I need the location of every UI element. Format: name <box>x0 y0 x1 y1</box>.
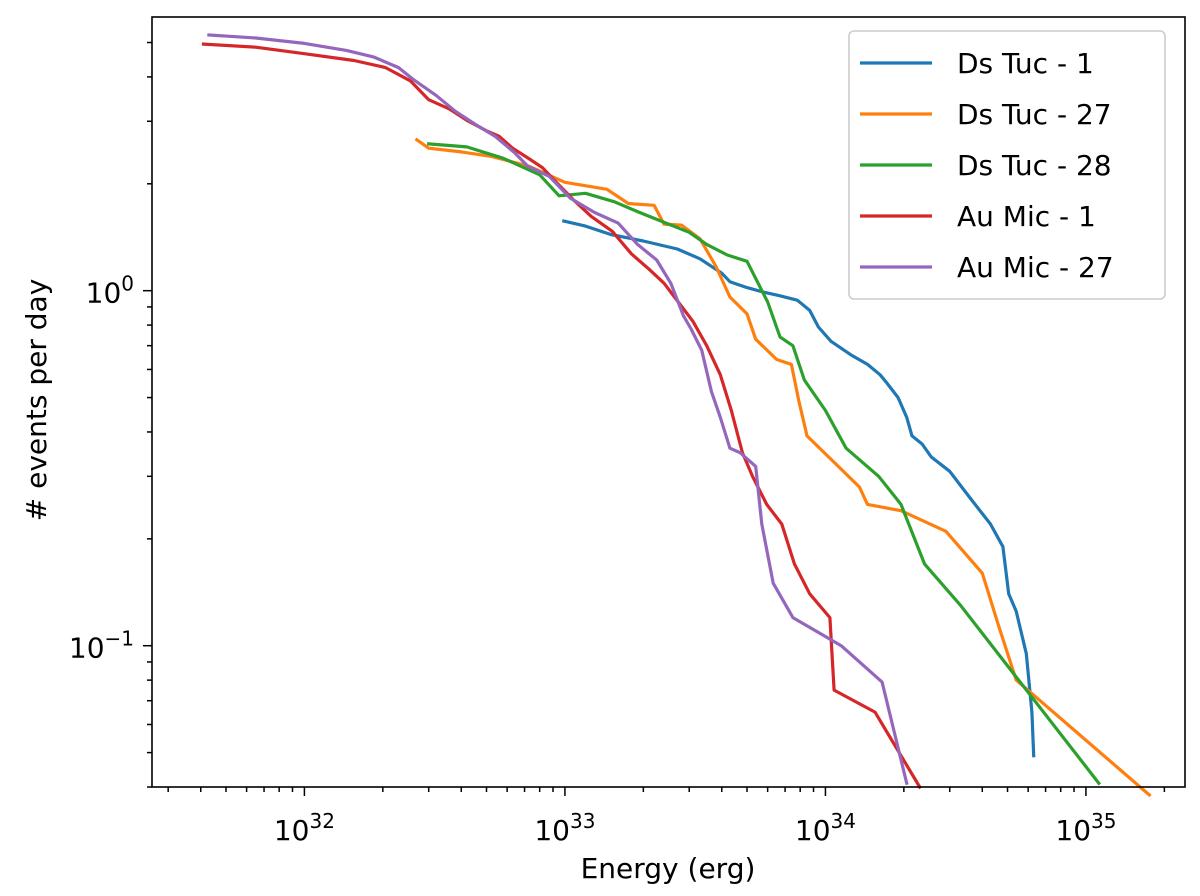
series-layer <box>201 33 1152 798</box>
series-line-0 <box>561 219 1036 758</box>
legend: Ds Tuc - 1 Ds Tuc - 27 Ds Tuc - 28 Au Mic -… <box>848 30 1166 300</box>
x-axis-label: Energy (erg) <box>581 852 756 885</box>
legend-label-3: Au Mic - 1 <box>957 200 1096 233</box>
x-tick-label: 1032 <box>274 809 335 847</box>
legend-label-0: Ds Tuc - 1 <box>957 47 1094 80</box>
series-line-4 <box>207 33 909 786</box>
legend-entries: Ds Tuc - 1 Ds Tuc - 27 Ds Tuc - 28 Au Mic -… <box>860 47 1114 284</box>
series-line-2 <box>426 142 1102 786</box>
tick-labels: 1032 1033 1034 1035 100 10−1 <box>69 272 1117 847</box>
y-axis-label: # events per day <box>20 279 53 522</box>
x-tick-label: 1033 <box>534 809 595 847</box>
series-line-3 <box>201 42 922 790</box>
y-tick-label: 100 <box>86 272 134 310</box>
legend-label-1: Ds Tuc - 27 <box>957 98 1112 131</box>
plot-frame <box>151 16 1186 788</box>
x-tick-label: 1035 <box>1055 809 1116 847</box>
legend-box <box>848 30 1166 300</box>
y-tick-label: 10−1 <box>69 627 134 665</box>
legend-label-4: Au Mic - 27 <box>957 251 1114 284</box>
legend-label-2: Ds Tuc - 28 <box>957 149 1112 182</box>
x-tick-label: 1034 <box>795 809 856 847</box>
ticks-layer <box>143 41 1166 796</box>
